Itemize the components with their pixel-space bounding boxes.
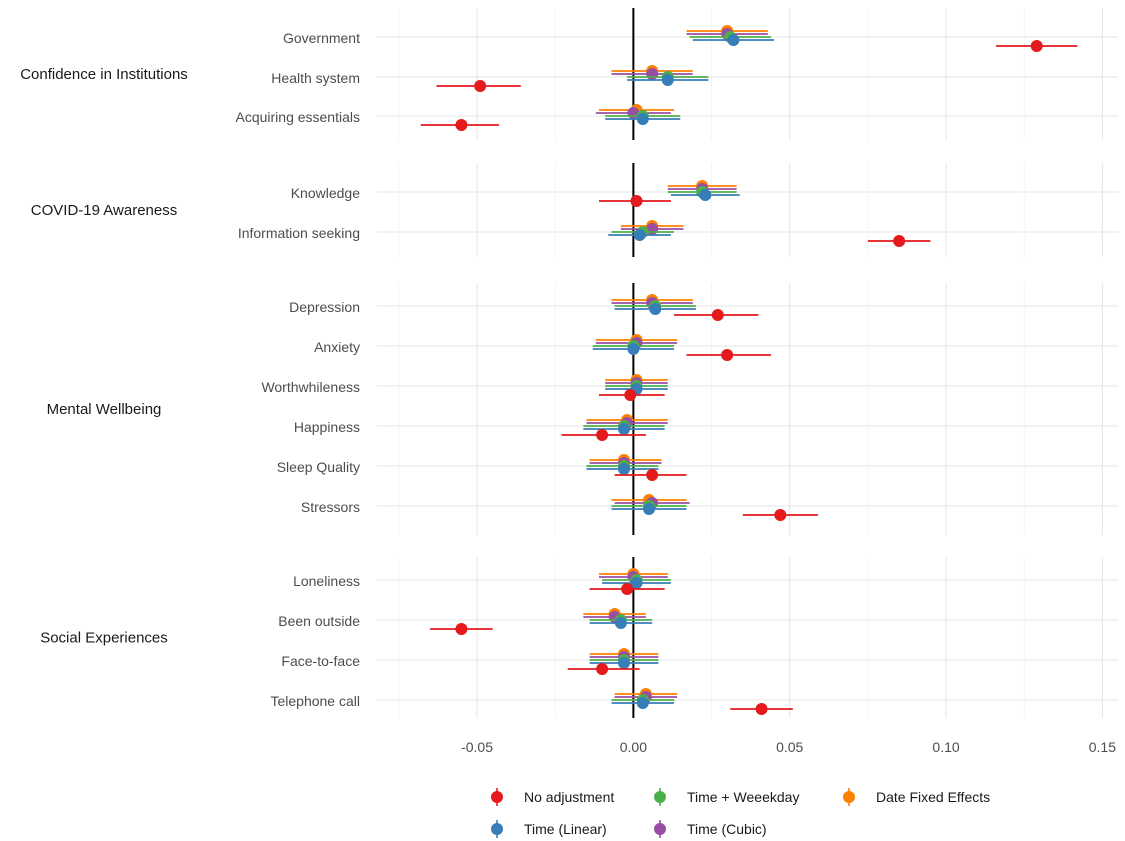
point-knowledge-no-adjustment bbox=[630, 195, 643, 207]
point-been-outside-time-linear bbox=[614, 617, 627, 629]
row-label-health-system: Health system bbox=[271, 70, 360, 86]
panel-background bbox=[377, 163, 1118, 257]
group-label-social-experiences: Social Experiences bbox=[40, 630, 168, 647]
row-label-government: Government bbox=[283, 30, 360, 46]
point-information-seeking-no-adjustment bbox=[893, 235, 906, 247]
legend-label-no-adjustment: No adjustment bbox=[524, 789, 614, 805]
row-label-acquiring-essentials: Acquiring essentials bbox=[235, 109, 360, 125]
point-depression-no-adjustment bbox=[711, 309, 724, 321]
legend-key-no-adjustment bbox=[491, 791, 503, 803]
point-loneliness-time-linear bbox=[630, 577, 643, 589]
point-worthwhileness-no-adjustment bbox=[624, 389, 637, 401]
panel-covid-19-awareness: COVID-19 Awareness Knowledge Information s… bbox=[31, 163, 1118, 257]
group-label-mental-wellbeing: Mental Wellbeing bbox=[47, 401, 162, 418]
row-label-happiness: Happiness bbox=[294, 419, 360, 435]
point-happiness-no-adjustment bbox=[596, 429, 609, 441]
row-label-worthwhileness: Worthwhileness bbox=[261, 379, 360, 395]
row-label-stressors: Stressors bbox=[301, 499, 360, 515]
group-label-confidence-in-institutions: Confidence in Institutions bbox=[20, 66, 188, 83]
point-telephone-call-no-adjustment bbox=[755, 703, 768, 715]
legend-key-date-fixed-effects bbox=[843, 791, 855, 803]
row-label-loneliness: Loneliness bbox=[293, 573, 360, 589]
point-health-system-no-adjustment bbox=[474, 80, 487, 92]
row-label-been-outside: Been outside bbox=[278, 613, 360, 629]
x-tick-label: -0.05 bbox=[461, 739, 493, 755]
legend-key-time-weeekday bbox=[654, 791, 666, 803]
point-government-time-linear bbox=[727, 34, 740, 46]
row-label-sleep-quality: Sleep Quality bbox=[277, 459, 360, 475]
legend: No adjustment Time + Weeekday Date Fixed E… bbox=[491, 788, 990, 838]
legend-label-time-linear: Time (Linear) bbox=[524, 821, 607, 837]
point-been-outside-no-adjustment bbox=[455, 623, 468, 635]
legend-key-time-cubic bbox=[654, 823, 666, 835]
legend-key-time-linear bbox=[491, 823, 503, 835]
group-label-covid-19-awareness: COVID-19 Awareness bbox=[31, 202, 177, 219]
point-acquiring-essentials-time-linear bbox=[636, 113, 649, 125]
legend-label-time-cubic: Time (Cubic) bbox=[687, 821, 767, 837]
row-label-knowledge: Knowledge bbox=[291, 185, 360, 201]
point-stressors-time-linear bbox=[643, 503, 656, 515]
point-sleep-quality-time-linear bbox=[618, 463, 630, 475]
panel-background bbox=[377, 283, 1118, 535]
panel-background bbox=[377, 8, 1118, 140]
point-telephone-call-time-linear bbox=[636, 697, 649, 709]
point-health-system-time-cubic bbox=[646, 68, 659, 80]
point-face-to-face-no-adjustment bbox=[596, 663, 609, 675]
legend-label-time-weeekday: Time + Weeekday bbox=[687, 789, 799, 805]
point-face-to-face-time-linear bbox=[618, 657, 630, 669]
row-label-face-to-face: Face-to-face bbox=[281, 653, 360, 669]
x-tick-label: 0.15 bbox=[1089, 739, 1116, 755]
point-loneliness-no-adjustment bbox=[621, 583, 634, 595]
point-anxiety-no-adjustment bbox=[721, 349, 734, 361]
legend-label-date-fixed-effects: Date Fixed Effects bbox=[876, 789, 990, 805]
point-happiness-time-linear bbox=[618, 423, 630, 435]
row-label-anxiety: Anxiety bbox=[314, 339, 360, 355]
panel-social-experiences: Social Experiences Loneliness Been outside… bbox=[40, 557, 1118, 718]
x-tick-label: 0.00 bbox=[620, 739, 647, 755]
panel-background bbox=[377, 557, 1118, 718]
row-label-information-seeking: Information seeking bbox=[238, 225, 360, 241]
point-sleep-quality-no-adjustment bbox=[646, 469, 659, 481]
panel-mental-wellbeing: Mental Wellbeing Depression Anxiety Worthwh… bbox=[47, 283, 1118, 535]
row-label-depression: Depression bbox=[289, 299, 360, 315]
x-tick-label: 0.05 bbox=[776, 739, 803, 755]
row-label-telephone-call: Telephone call bbox=[270, 693, 360, 709]
point-acquiring-essentials-no-adjustment bbox=[455, 119, 468, 131]
panel-confidence-in-institutions: Confidence in Institutions Government Heal… bbox=[20, 8, 1118, 140]
point-information-seeking-time-linear bbox=[633, 229, 646, 241]
x-tick-label: 0.10 bbox=[932, 739, 959, 755]
point-health-system-time-linear bbox=[661, 74, 674, 86]
point-depression-time-linear bbox=[649, 303, 662, 315]
point-knowledge-time-linear bbox=[699, 189, 712, 201]
point-stressors-no-adjustment bbox=[774, 509, 787, 521]
point-government-no-adjustment bbox=[1030, 40, 1043, 52]
point-anxiety-time-linear bbox=[627, 343, 640, 355]
